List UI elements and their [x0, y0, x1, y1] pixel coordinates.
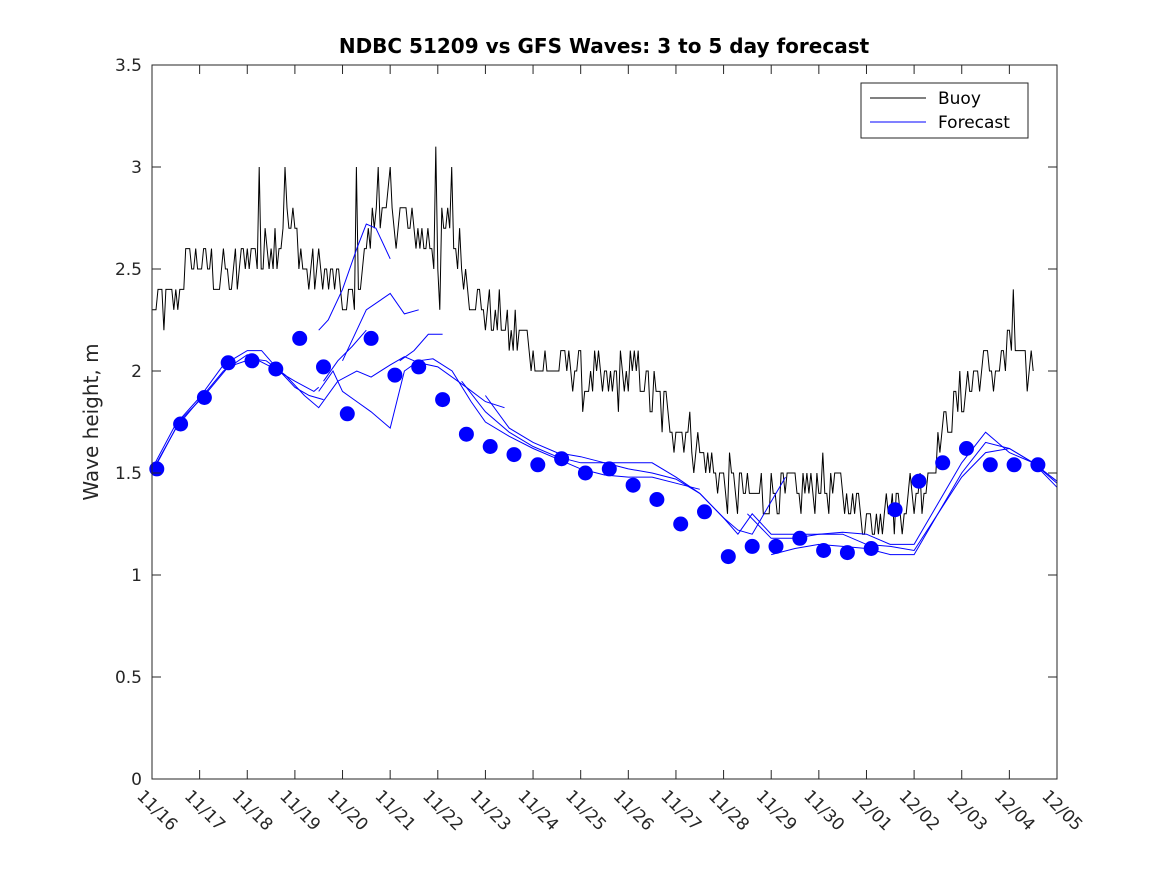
forecast-marker	[649, 492, 665, 507]
forecast-marker	[292, 330, 308, 346]
x-tick-label: 11/23	[466, 786, 515, 835]
forecast-marker	[530, 457, 546, 473]
chart-title: NDBC 51209 vs GFS Waves: 3 to 5 day fore…	[339, 34, 870, 58]
forecast-marker	[839, 545, 855, 561]
y-tick-label: 2.5	[115, 260, 142, 280]
buoy-line	[152, 146, 1034, 535]
forecast-marker	[411, 359, 427, 375]
forecast-marker	[577, 465, 593, 481]
forecast-marker	[887, 502, 903, 518]
x-tick-label: 11/29	[752, 786, 801, 835]
forecast-marker	[625, 477, 641, 493]
forecast-marker	[982, 457, 998, 473]
legend-forecast-label: Forecast	[938, 113, 1010, 133]
y-tick-label: 1.5	[115, 464, 142, 484]
x-tick-label: 11/26	[609, 786, 658, 835]
forecast-marker	[601, 461, 617, 477]
x-tick-label: 12/02	[895, 786, 944, 835]
forecast-marker	[1030, 457, 1046, 473]
forecast-marker	[554, 451, 570, 467]
x-tick-label: 12/03	[942, 786, 991, 835]
forecast-line-4	[318, 358, 700, 490]
y-tick-label: 0	[131, 770, 142, 790]
x-tick-label: 11/16	[132, 786, 181, 835]
y-axis: 0 0.5 1 1.5 2 2.5 3 3.5	[115, 56, 1057, 790]
legend-buoy-label: Buoy	[938, 89, 981, 109]
x-tick-label: 11/22	[418, 786, 467, 835]
forecast-marker	[387, 367, 403, 383]
x-tick-label: 11/25	[561, 786, 610, 835]
y-tick-label: 1	[131, 566, 142, 586]
forecast-marker	[506, 447, 522, 463]
x-tick-label: 11/20	[323, 786, 372, 835]
forecast-line-10	[484, 395, 1058, 552]
forecast-marker	[244, 353, 260, 369]
forecast-line-6	[342, 292, 419, 362]
forecast-line-12	[771, 447, 1058, 556]
x-tick-label: 11/19	[275, 786, 324, 835]
forecast-marker	[935, 455, 951, 471]
forecast-marker	[863, 541, 879, 556]
forecast-line-5	[323, 329, 367, 382]
y-tick-label: 0.5	[115, 668, 142, 688]
forecast-marker	[911, 473, 927, 489]
forecast-marker	[768, 538, 784, 554]
forecast-marker	[220, 355, 236, 371]
plot-frame	[151, 64, 1058, 780]
x-tick-label: 11/17	[180, 786, 229, 835]
forecast-line-2	[151, 350, 324, 470]
y-axis-label: Wave height, m	[79, 343, 103, 500]
forecast-marker	[173, 416, 189, 432]
x-tick-label: 11/27	[656, 786, 705, 835]
forecast-marker	[196, 390, 212, 405]
forecast-line-9	[461, 380, 786, 535]
forecast-marker	[792, 530, 808, 546]
forecast-marker	[482, 439, 498, 454]
forecast-marker	[697, 504, 712, 520]
x-tick-label: 12/01	[847, 786, 896, 835]
forecast-marker	[149, 461, 165, 477]
forecast-marker	[363, 330, 379, 346]
forecast-marker	[744, 538, 760, 554]
x-tick-label: 11/28	[704, 786, 753, 835]
buoy-series	[152, 146, 1034, 535]
forecast-marker	[435, 392, 451, 408]
forecast-marker	[959, 441, 974, 456]
y-tick-label: 3	[131, 158, 142, 178]
x-tick-label: 12/04	[990, 786, 1039, 835]
forecast-marker	[458, 426, 474, 442]
plot-background	[152, 65, 1057, 779]
legend: Buoy Forecast	[860, 82, 1029, 139]
forecast-line-8	[318, 223, 391, 331]
x-tick-label: 11/18	[228, 786, 277, 835]
y-tick-label: 3.5	[115, 56, 142, 76]
x-tick-label: 12/05	[1037, 786, 1086, 835]
legend-box	[860, 82, 1029, 139]
x-tick-label: 11/30	[799, 786, 848, 835]
forecast-marker	[339, 406, 355, 422]
forecast-line-7	[399, 333, 443, 362]
forecast-markers	[149, 330, 1046, 565]
forecast-marker	[316, 359, 331, 375]
forecast-marker	[1006, 457, 1022, 473]
y-tick-label: 2	[131, 362, 142, 382]
x-tick-label: 11/21	[371, 786, 420, 835]
forecast-marker	[816, 543, 832, 558]
forecast-marker	[673, 516, 689, 532]
forecast-marker	[720, 549, 736, 565]
forecast-marker	[268, 361, 284, 377]
x-tick-label: 11/24	[514, 786, 563, 835]
